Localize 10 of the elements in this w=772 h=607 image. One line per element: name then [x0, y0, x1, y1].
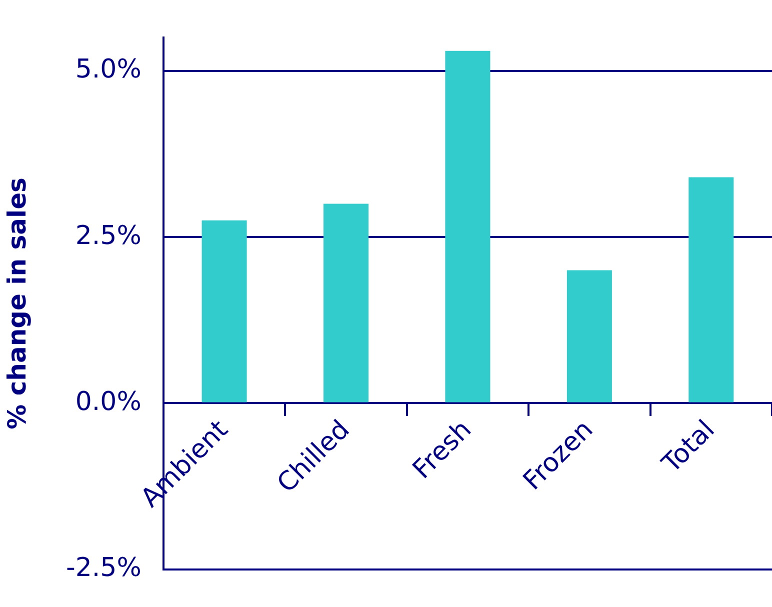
bar: [566, 270, 612, 402]
y-tick-label: 2.5%: [75, 220, 142, 251]
bar: [202, 220, 247, 402]
y-tick-label: 5.0%: [75, 54, 142, 85]
bar: [445, 50, 490, 402]
bar: [688, 177, 734, 402]
y-tick-label: 0.0%: [75, 386, 142, 417]
y-axis-title: % change in sales: [2, 178, 32, 430]
bar: [323, 204, 369, 402]
y-tick-label: -2.5%: [66, 553, 142, 584]
